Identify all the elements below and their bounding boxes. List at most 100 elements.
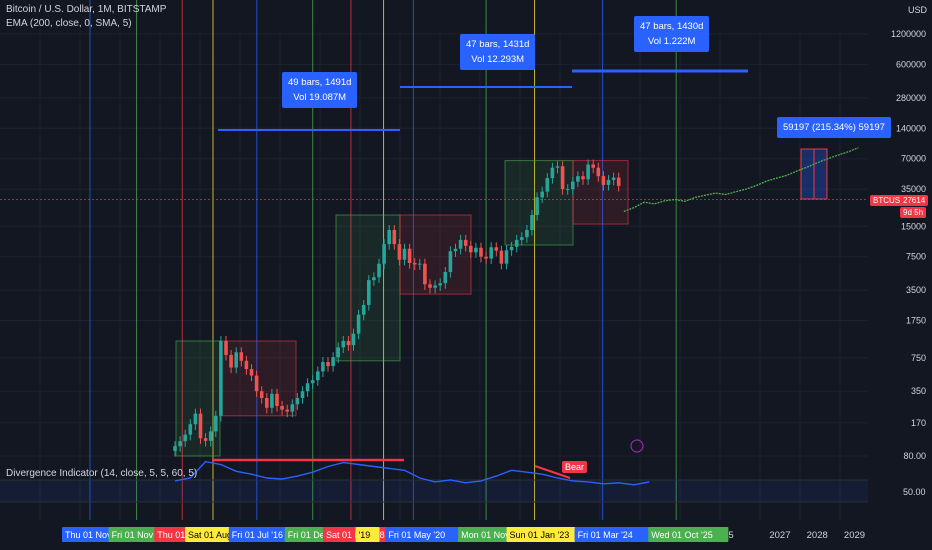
candle-body xyxy=(346,340,351,346)
divergence-line-2 xyxy=(534,465,571,479)
candle-body xyxy=(183,434,187,442)
price-tick-label: 70000 xyxy=(901,154,926,164)
candle-body xyxy=(310,380,315,384)
candle-body xyxy=(341,340,346,348)
price-tick-label: 170 xyxy=(911,418,926,428)
candle-body xyxy=(535,197,539,216)
candle-body xyxy=(596,167,601,177)
candle-body xyxy=(458,239,463,249)
candle-body xyxy=(484,256,488,259)
candle-body xyxy=(611,177,616,180)
candle-body xyxy=(316,371,320,381)
price-tick-label: 280000 xyxy=(896,93,926,103)
candle-body xyxy=(214,415,218,432)
candle-body xyxy=(474,247,478,253)
time-event-tag: Mon 01 Nov '21 xyxy=(461,530,524,540)
candle-body xyxy=(290,404,295,412)
price-tick-label: 600000 xyxy=(896,59,926,69)
price-tick-label: 15000 xyxy=(901,221,926,231)
candle-body xyxy=(244,360,249,370)
time-event-tag: Sat 01 Aug '1 xyxy=(188,530,241,540)
candle-body xyxy=(198,413,203,439)
price-tick-label: 140000 xyxy=(896,123,926,133)
candle-body xyxy=(499,250,504,264)
candle-body xyxy=(300,391,305,398)
oscillator-band xyxy=(0,480,868,502)
cycle1-bars: 49 bars, 1491d xyxy=(288,77,352,88)
candle-body xyxy=(377,263,381,278)
time-event-tag-bg xyxy=(574,527,655,542)
candle-body xyxy=(367,280,371,305)
time-tick-label: 2029 xyxy=(844,530,865,541)
candle-body xyxy=(412,263,417,265)
candle-body xyxy=(265,397,269,408)
candle-body xyxy=(402,248,407,260)
candle-body xyxy=(525,229,529,238)
time-event-tag-bg xyxy=(506,527,587,542)
candle-body xyxy=(336,347,340,358)
candle-body xyxy=(285,409,289,412)
time-event-tag: Thu 01 xyxy=(157,530,185,540)
projection-series xyxy=(623,147,859,213)
time-event-tag: '19 xyxy=(359,530,371,540)
candle-body xyxy=(407,248,412,264)
alert-icon xyxy=(630,439,644,453)
bear-box-3 xyxy=(572,160,629,225)
candle-body xyxy=(560,166,565,190)
candle-body xyxy=(616,177,621,186)
candle-body xyxy=(321,362,325,372)
cycle2-bars: 47 bars, 1431d xyxy=(466,39,530,50)
cycle3-label: 47 bars, 1430d Vol 1.222M xyxy=(634,16,710,52)
grid xyxy=(0,30,868,520)
ema-legend: EMA (200, close, 0, SMA, 5) xyxy=(6,18,132,29)
cycle2-label: 47 bars, 1431d Vol 12.293M xyxy=(460,34,536,70)
candle-body xyxy=(520,237,524,240)
time-event-tag: Fri 01 Nov '13 xyxy=(112,530,168,540)
price-tick-label: 1200000 xyxy=(891,29,926,39)
candle-body xyxy=(550,167,555,179)
candle-body xyxy=(576,176,580,182)
price-unit-label: USD xyxy=(908,5,928,15)
time-event-tag: Sat 01 Dec '18 xyxy=(326,530,385,540)
candle-body xyxy=(443,271,448,284)
oscillator-pane xyxy=(0,439,868,503)
candle-body xyxy=(193,413,198,425)
cycle1-label: 49 bars, 1491d Vol 19.087M xyxy=(282,72,358,108)
candle-body xyxy=(479,247,483,257)
candle-body xyxy=(448,251,453,272)
bear-box-2 xyxy=(399,214,472,295)
candle-body xyxy=(438,283,442,286)
projection-line xyxy=(623,147,859,213)
candle-body xyxy=(331,357,335,367)
candle-body xyxy=(433,285,437,288)
candle-body xyxy=(356,314,361,334)
time-event-tag: Wed 01 Oct '25 xyxy=(651,530,713,540)
candle-body xyxy=(504,250,509,264)
candle-body xyxy=(591,164,595,168)
candle-body xyxy=(229,354,233,368)
candle-body xyxy=(423,263,427,285)
time-event-tag: Fri 01 Dec '17 xyxy=(288,530,344,540)
oscillator-legend: Divergence Indicator (14, close, 5, 5, 6… xyxy=(6,468,198,479)
last-price-tag: 27614 xyxy=(900,195,929,206)
time-event-tag: Fri 01 Jul '16 xyxy=(232,530,283,540)
candle-body xyxy=(270,393,274,408)
candle-body xyxy=(224,340,228,355)
candle-body xyxy=(514,239,519,247)
candle-body xyxy=(361,304,366,315)
candle-body xyxy=(208,431,213,441)
bull-box-3 xyxy=(504,160,574,246)
candle-body xyxy=(239,352,244,361)
time-axis: 201220212025202720282029Thu 01 Nov '12Fr… xyxy=(0,520,932,550)
candle-body xyxy=(382,244,386,264)
time-event-tag-bg xyxy=(648,527,729,542)
time-event-tag: Thu 01 Nov '12 xyxy=(65,530,126,540)
price-tick-label: 750 xyxy=(911,353,926,363)
time-event-tag: Fri 01 Mar '24 xyxy=(578,530,633,540)
candle-body xyxy=(351,333,356,346)
time-event-tag: Fri 01 May '20 xyxy=(388,530,445,540)
candle-body xyxy=(392,229,397,245)
candle-body xyxy=(606,179,611,185)
